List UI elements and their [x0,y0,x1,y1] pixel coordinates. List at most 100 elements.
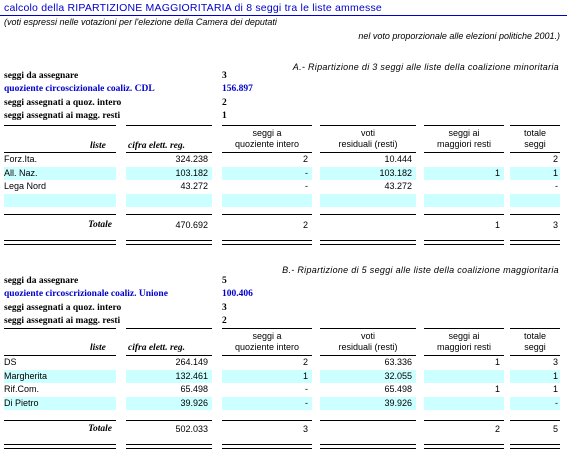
rule [424,152,504,153]
header-cifra: cifra elett. reg. [128,343,185,353]
seggi-value: 3 [222,71,227,81]
totale-cifra: 502.033 [175,424,208,434]
rule [320,125,416,126]
rule [126,125,212,126]
row-quoz: - [305,181,308,191]
row-shade [320,397,416,410]
row-quoz: - [305,398,308,408]
row-shade [4,167,116,180]
double-rule [510,444,560,449]
row-shade [320,194,416,207]
header-voti: voti residuali (resti) [338,331,398,352]
note-line-1: (voti espressi nelle votazioni per l'ele… [4,17,277,27]
rule [510,214,560,215]
totale-magg: 1 [494,220,500,230]
rule [320,355,416,356]
row-shade [320,167,416,180]
quoziente-label: quoziente circoscrizionale coaliz. Union… [4,289,168,299]
row-quoz: 1 [302,371,308,381]
row-lista: All. Naz. [4,168,38,178]
page-title: calcolo della RIPARTIZIONE MAGGIORITARIA… [4,2,382,14]
rule [222,355,312,356]
row-lista: DS [4,357,17,367]
row-voti: 10.444 [384,154,412,164]
quoz-intero-label: seggi assegnati a quoz. intero [4,98,122,108]
row-voti: 32.055 [384,371,412,381]
row-quoz: 2 [302,357,308,367]
row-cifra: 324.238 [175,154,208,164]
row-tot: 3 [552,357,558,367]
row-quoz: - [305,384,308,394]
row-cifra: 264.149 [175,357,208,367]
header-tot: totale seggi [523,128,547,149]
rule [126,152,212,153]
row-magg [424,180,500,193]
row-shade [4,397,116,410]
totale-label: Totale [88,424,112,434]
rule [4,420,116,421]
row-lista: Lega Nord [4,181,47,191]
row-lista: Rif.Com. [4,384,40,394]
double-rule [320,444,416,449]
row-magg: 1 [494,384,500,394]
row-tot: - [555,181,558,191]
row-shade [126,370,212,383]
header-magg: seggi ai maggiori resti [436,128,492,149]
row-cifra: 103.182 [175,168,208,178]
rule [126,355,212,356]
totale-quoz: 2 [302,220,308,230]
row-magg: 1 [494,168,500,178]
seggi-value: 5 [222,276,227,286]
row-shade [4,194,116,207]
section-a-heading: A.- Ripartizione di 3 seggi alle liste d… [292,62,559,72]
header-liste: liste [90,343,106,353]
magg-resti-label: seggi assegnati ai magg. resti [4,316,121,326]
quoz-intero-value: 2 [222,98,227,108]
row-lista: Di Pietro [4,398,39,408]
row-magg [424,397,500,410]
row-cifra: 65.498 [180,384,208,394]
row-magg: 1 [494,357,500,367]
totale-quoz: 3 [302,424,308,434]
double-rule [222,444,312,449]
rule [126,214,212,215]
quoz-intero-label: seggi assegnati a quoz. intero [4,303,122,313]
row-quoz: 2 [302,154,308,164]
quoziente-value: 100.406 [222,289,253,299]
rule [424,355,504,356]
header-quoz: seggi a quoziente intero [234,331,300,352]
row-cifra: 132.461 [175,371,208,381]
double-rule [510,240,560,245]
rule [424,125,504,126]
rule [222,328,312,329]
rule [424,420,504,421]
rule [510,328,560,329]
rule [510,125,560,126]
double-rule [4,240,116,245]
double-rule [424,444,504,449]
rule [222,152,312,153]
totale-tot: 5 [552,424,558,434]
totale-cifra: 470.692 [175,220,208,230]
row-tot: 1 [552,384,558,394]
row-shade [320,370,416,383]
totale-magg: 2 [494,424,500,434]
header-cifra: cifra elett. reg. [128,141,185,151]
row-shade [424,194,504,207]
row-shade [126,167,212,180]
totale-tot: 3 [552,220,558,230]
row-tot: - [555,398,558,408]
row-voti: 63.336 [384,357,412,367]
row-voti: 43.272 [384,181,412,191]
section-b-heading: B.- Ripartizione di 5 seggi alle liste d… [282,265,559,275]
row-shade [510,370,560,383]
row-shade [222,370,312,383]
header-liste: liste [90,141,106,151]
rule [4,152,116,153]
row-shade [424,397,504,410]
header-voti: voti residuali (resti) [338,128,398,149]
row-shade [4,370,116,383]
rule [510,420,560,421]
header-tot: totale seggi [523,331,547,352]
row-lista: Margherita [4,371,48,381]
